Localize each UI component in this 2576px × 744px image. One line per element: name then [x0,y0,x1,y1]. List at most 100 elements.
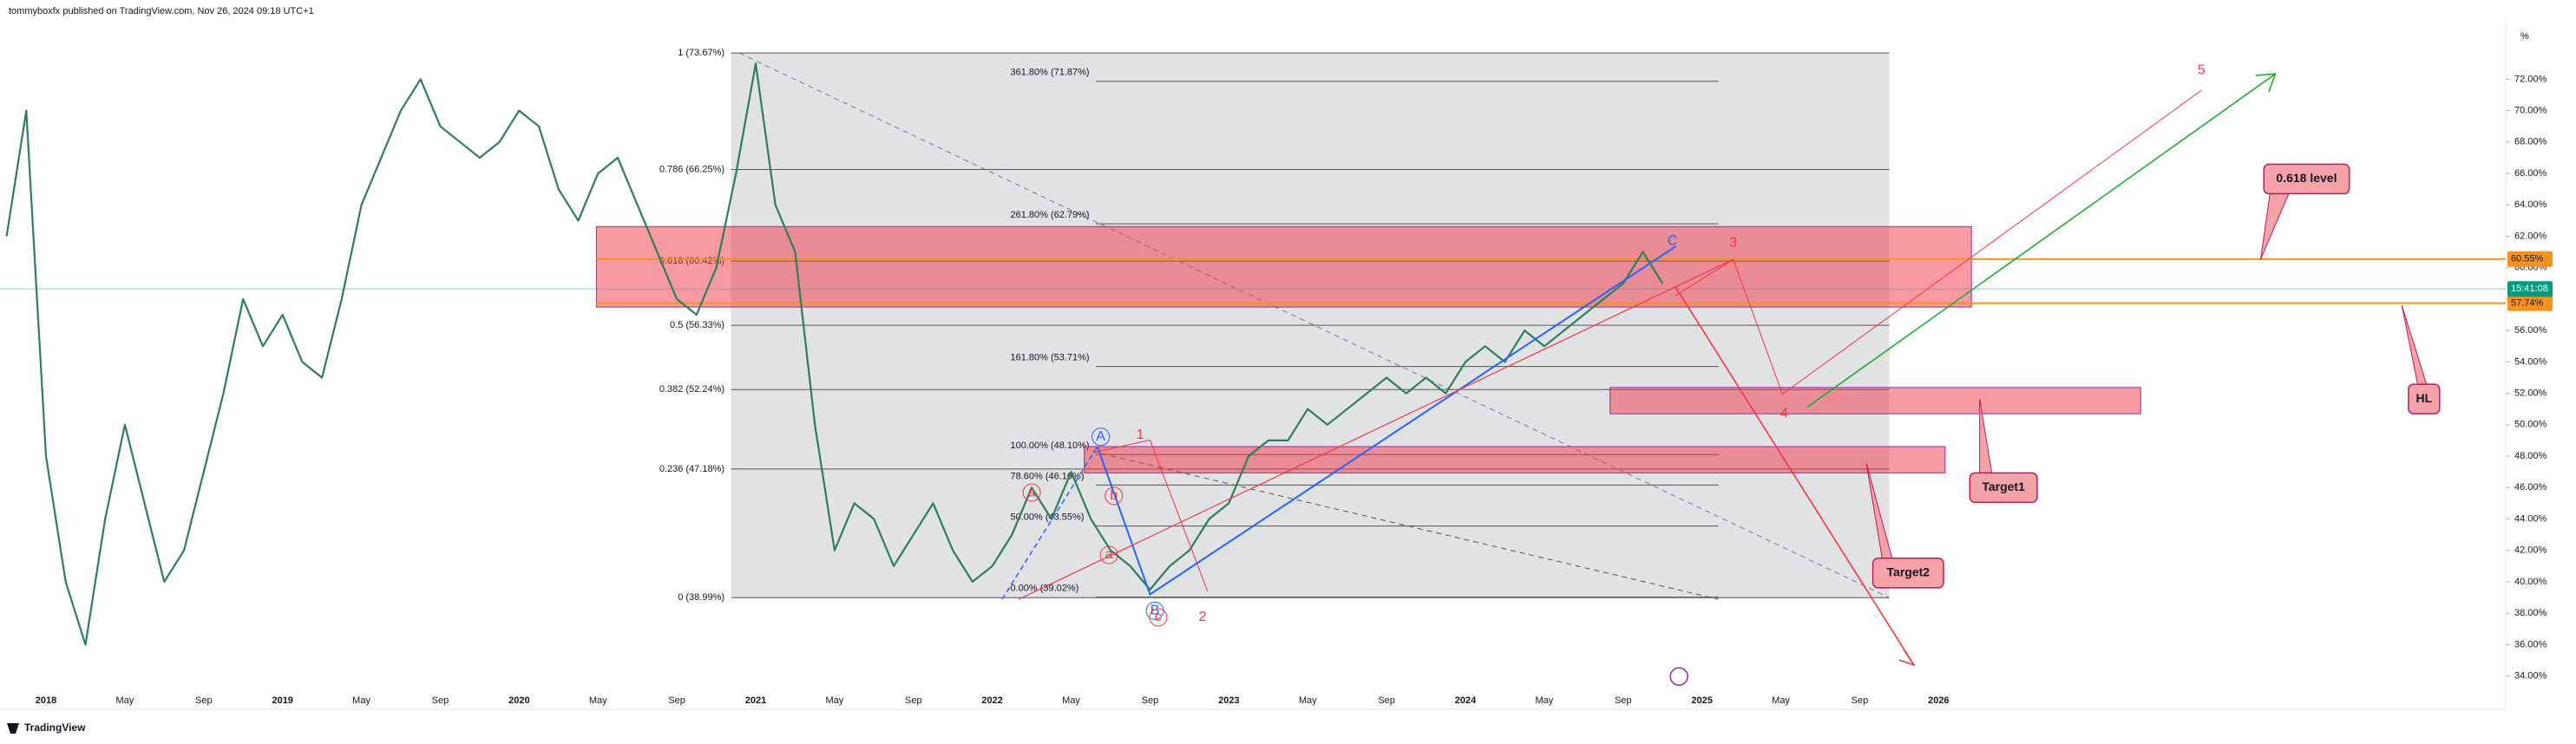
brand-logo [7,723,19,734]
fib-extension-label: 50.00% (43.55%) [1010,512,1084,523]
fib-level-label: 0.382 (52.24%) [659,384,724,395]
wave-circle [1022,483,1041,502]
x-tick-label: 2023 [1218,695,1239,706]
x-tick-label: 2025 [1691,695,1712,706]
price-tag [2507,251,2553,267]
x-tick-label: Sep [1852,695,1869,706]
drawing [1018,258,1734,600]
drawing [1898,649,1916,667]
drawing [1675,89,2202,395]
y-tick-label: 50.00% [2514,420,2547,430]
drawing [2255,73,2277,93]
footer-brand: TradingView [24,721,86,734]
x-tick-label: May [589,695,607,706]
x-tick-label: May [1299,695,1317,706]
wave-label: 5 [2198,63,2206,78]
fib-extension-label: 161.80% (53.71%) [1010,353,1089,363]
wave-label: a [1028,485,1036,499]
price-line-series [5,62,1664,646]
fib-extension-label: 0.00% (39.02%) [1010,584,1078,594]
price-tag [2507,295,2553,311]
drawing [1806,73,2276,408]
drawing [1097,439,1209,591]
trend-dashed [1092,451,1719,600]
fib-extension-label: 100.00% (48.10%) [1010,441,1089,451]
y-tick-label: 42.00% [2514,545,2547,556]
wave-label: 3 [1729,235,1737,250]
x-tick-label: 2026 [1928,695,1949,706]
drawing [1001,446,1098,600]
wave-circle [1104,486,1124,506]
x-tick-label: May [1535,695,1553,706]
y-tick-label: 34.00% [2514,670,2547,681]
fib-extension-label: 361.80% (71.87%) [1010,68,1089,78]
x-tick-label: 2020 [508,695,529,706]
wave-label: 1 [1137,427,1144,442]
header: tommyboxfx published on TradingView.com,… [9,6,314,16]
drawing [1096,245,1676,596]
wave-circle [1149,608,1168,627]
y-tick-label: 48.00% [2514,451,2547,461]
y-tick-label: 46.00% [2514,482,2547,493]
wave-label: 2 [1199,610,1207,624]
fib-extension-label: 78.60% (46.16%) [1010,471,1084,481]
y-tick-label: 68.00% [2514,137,2547,147]
y-tick-label: 44.00% [2514,513,2547,524]
callout-label: 0.618 level [2276,171,2337,185]
zone [595,225,1972,308]
y-tick-label: 64.00% [2514,199,2547,210]
countdown-label: 15:41:08 [2511,284,2548,294]
x-tick-label: May [826,695,844,706]
wave-label: a [1105,547,1113,562]
callout-box [1871,558,1944,589]
countdown-tag [2507,281,2553,297]
y-tick-label: 72.00% [2514,74,2547,84]
x-tick-label: Sep [1142,695,1159,706]
price-tag-label: 57.74% [2511,298,2544,309]
x-tick-label: May [352,695,370,706]
callout-label: Target1 [1982,480,2025,493]
y-tick-label: 70.00% [2514,106,2547,116]
y-tick-label: 56.00% [2514,325,2547,336]
axis-unit: % [2520,31,2529,42]
y-tick-label: 52.00% [2514,388,2547,399]
event-icon [1669,667,1688,686]
fib-level-label: 0.786 (66.25%) [659,164,724,174]
callout-label: Target2 [1887,565,1930,579]
callout-box [1969,472,2038,504]
x-tick-label: Sep [668,695,685,706]
callout-box [2408,383,2441,414]
x-tick-label: May [116,695,134,706]
fib-extension-label: 261.80% (62.79%) [1010,210,1089,220]
y-tick-label: 66.00% [2514,168,2547,179]
wave-circle [1099,545,1118,565]
x-tick-label: Sep [195,695,213,706]
x-tick-label: 2021 [745,695,766,706]
y-tick-label: 62.00% [2514,231,2547,241]
wave-label: B [1150,604,1160,618]
wave-label: b [1110,488,1118,503]
wave-circle [1091,427,1111,447]
x-tick-label: Sep [1615,695,1632,706]
y-tick-label: 54.00% [2514,356,2547,367]
x-tick-label: 2018 [36,695,56,706]
zone [1084,446,1946,473]
wave-label: C [1668,234,1678,249]
fib-diagonal [738,52,1890,598]
x-tick-label: May [1772,695,1790,706]
y-tick-label: 38.00% [2514,608,2547,618]
fib-level-label: 0.5 (56.33%) [670,320,724,330]
price-tag-label: 60.55% [2511,254,2544,264]
x-tick-label: Sep [1378,695,1395,706]
fib-level-label: 1 (73.67%) [678,48,724,58]
y-tick-label: 40.00% [2514,577,2547,587]
fib-level-label: 0 (38.99%) [678,592,724,603]
wave-label: A [1096,429,1105,444]
y-tick-label: 36.00% [2514,639,2547,649]
wave-label: c [1155,610,1162,624]
drawing [1675,286,1915,666]
x-tick-label: Sep [432,695,449,706]
x-tick-label: Sep [905,695,922,706]
